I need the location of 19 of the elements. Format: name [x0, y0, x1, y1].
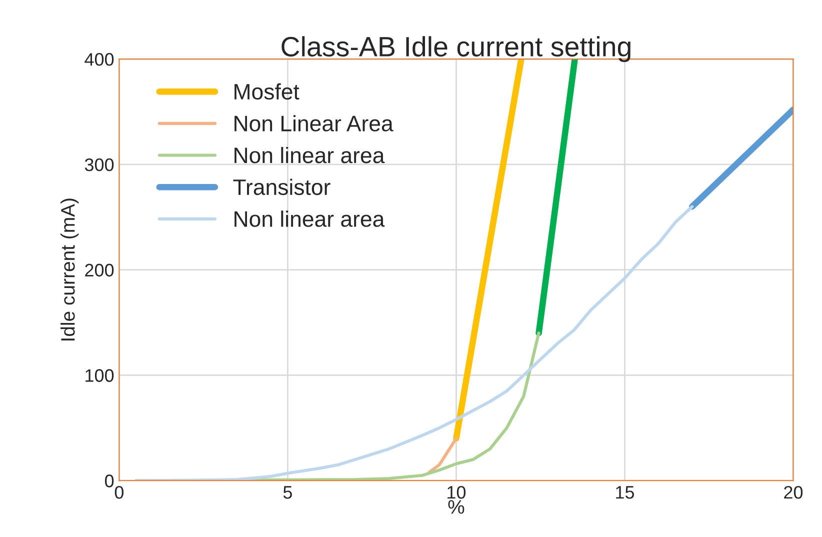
x-tick-label: 10 — [448, 486, 466, 499]
x-tick-label: 15 — [616, 486, 634, 499]
y-tick-label: 200 — [85, 264, 114, 277]
y-tick-label: 400 — [84, 53, 114, 66]
x-tick-label: 20 — [784, 486, 803, 499]
x-tick-label: 0 — [114, 486, 124, 499]
x-tick-label: 5 — [283, 486, 292, 499]
legend-label: Non linear area — [234, 146, 385, 164]
legend-label: Mosfet — [234, 83, 300, 100]
y-axis-title: Idle current (mA) — [60, 198, 79, 340]
y-tick-label: 100 — [86, 369, 114, 382]
legend-label: Non linear area — [234, 210, 385, 227]
x-axis-title: % — [448, 500, 464, 514]
y-tick-label: 0 — [104, 474, 114, 488]
line-series — [134, 205, 694, 481]
legend-label: Non Linear Area — [234, 115, 394, 132]
y-tick-label: 300 — [84, 158, 114, 172]
legend-label: Transistor — [233, 178, 330, 196]
chart-title: Class-AB Idle current setting — [282, 36, 630, 62]
